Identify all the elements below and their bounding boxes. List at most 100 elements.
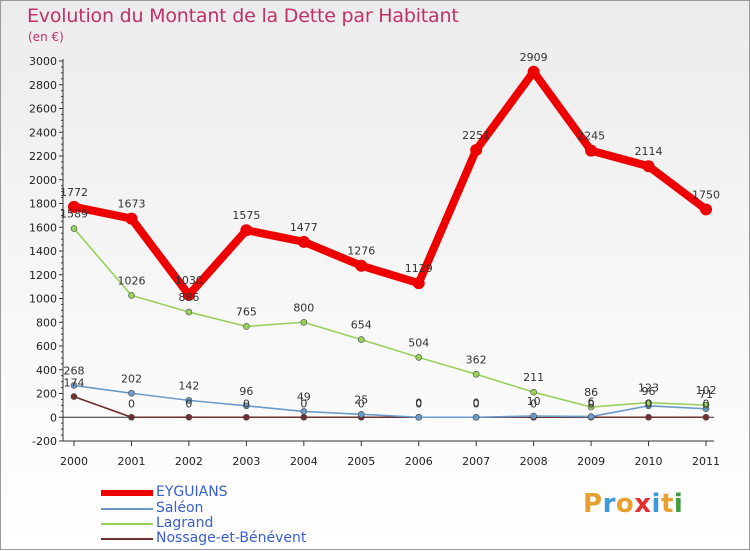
data-point (357, 336, 365, 343)
data-label: 123 (638, 382, 659, 395)
data-label: 1129 (405, 262, 433, 275)
legend-label-nossage: Nossage-et-Bénévent (156, 530, 307, 546)
data-point (702, 401, 710, 409)
legend-item-eyguians[interactable]: EYGUIANS (101, 484, 361, 501)
legend-swatch-eyguians (101, 490, 153, 496)
data-point (240, 224, 253, 237)
data-label: 202 (121, 372, 142, 385)
legend-swatch-saleon (101, 508, 153, 510)
data-point (128, 292, 135, 299)
data-label: 504 (408, 336, 429, 349)
data-label: 0 (530, 397, 537, 410)
data-label: 96 (239, 385, 253, 398)
y-tick-label: 200 (36, 388, 57, 401)
y-tick-label: 1800 (29, 198, 57, 211)
data-label: 71 (699, 388, 713, 401)
data-point (700, 203, 712, 216)
data-label: 654 (351, 319, 372, 332)
data-label: 0 (243, 397, 250, 410)
data-point (357, 410, 365, 418)
logo-letter: x (634, 489, 652, 519)
x-tick-label: 2002 (175, 455, 203, 468)
data-label: 1589 (60, 208, 88, 221)
y-tick-label: 2000 (29, 174, 57, 187)
data-label: 800 (293, 301, 314, 314)
data-point (128, 413, 135, 421)
legend-label-eyguians: EYGUIANS (156, 484, 228, 500)
data-label: 6 (588, 396, 595, 409)
y-tick-label: 800 (36, 316, 57, 329)
data-label: 96 (642, 385, 656, 398)
data-label: 1673 (117, 198, 145, 211)
y-tick-label: 400 (36, 364, 57, 377)
data-label: 211 (523, 371, 544, 384)
data-label: 1030 (175, 274, 203, 287)
legend-item-nossage[interactable]: Nossage-et-Bénévent (101, 530, 361, 547)
logo-letter: i (673, 489, 684, 519)
data-label: 0 (415, 397, 422, 410)
y-tick-label: 2400 (29, 126, 57, 139)
x-tick-label: 2009 (577, 455, 605, 468)
legend-label-lagrand: Lagrand (156, 515, 214, 531)
data-label: 0 (415, 396, 422, 409)
data-label: 0 (473, 397, 480, 410)
data-point (70, 393, 78, 400)
data-point (300, 318, 308, 326)
y-tick-label: 2800 (29, 79, 57, 92)
logo-letter: r (602, 489, 616, 519)
logo-letter: t (660, 489, 674, 519)
data-point (702, 413, 710, 421)
data-point (185, 397, 193, 404)
data-label: 0 (128, 397, 135, 410)
data-label: 10 (527, 395, 541, 408)
legend-item-lagrand[interactable]: Lagrand (101, 515, 361, 532)
legend-label-saleon: Saléon (156, 500, 204, 516)
y-tick-label: -200 (32, 435, 57, 448)
data-point (243, 323, 250, 330)
data-point (587, 403, 595, 411)
data-label: 1772 (60, 186, 88, 199)
data-point (125, 212, 138, 225)
data-label: 0 (358, 397, 365, 410)
logo-letter: o (615, 489, 635, 519)
data-point (472, 370, 480, 378)
y-tick-label: 1600 (29, 221, 57, 234)
x-tick-label: 2006 (405, 455, 433, 468)
data-point (645, 413, 652, 421)
x-tick-label: 2000 (60, 455, 88, 468)
data-label: 1575 (232, 209, 260, 222)
series-line-0 (70, 67, 710, 299)
x-tick-label: 2011 (692, 455, 720, 468)
series-line-1 (73, 384, 707, 419)
data-label: 1276 (347, 245, 375, 258)
x-tick-label: 2003 (232, 455, 260, 468)
data-label: 0 (473, 396, 480, 409)
y-tick-label: 3000 (29, 55, 57, 68)
data-label: 765 (236, 305, 257, 318)
x-tick-label: 2005 (347, 455, 375, 468)
data-point (243, 402, 250, 410)
y-tick-label: 0 (50, 411, 57, 424)
data-label: 0 (185, 397, 192, 410)
legend-item-saleon[interactable]: Saléon (101, 500, 361, 517)
data-point (645, 399, 652, 406)
logo-letter: i (651, 489, 661, 519)
y-tick-label: 1000 (29, 293, 57, 306)
data-point (527, 65, 540, 78)
data-point (415, 413, 423, 421)
data-point (415, 354, 423, 361)
data-point (185, 308, 193, 316)
x-tick-label: 2001 (117, 455, 145, 468)
data-point (297, 235, 310, 248)
chart-title: Evolution du Montant de la Dette par Hab… (27, 5, 459, 27)
data-label: 0 (588, 397, 595, 410)
data-point (530, 388, 537, 396)
data-point (70, 225, 78, 232)
data-label: 0 (300, 397, 307, 410)
y-tick-label: 1200 (29, 269, 57, 282)
data-point (585, 144, 598, 157)
data-point (355, 259, 368, 272)
x-tick-label: 2008 (520, 455, 548, 468)
data-label: 2245 (577, 130, 605, 143)
